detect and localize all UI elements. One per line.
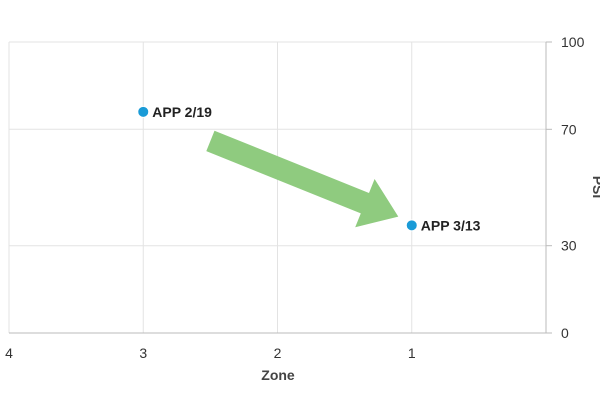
y-axis-title: PSI <box>590 176 600 199</box>
trend-arrow <box>206 130 399 228</box>
trend-arrow-annotation <box>206 130 399 228</box>
y-tick-label: 30 <box>561 238 577 254</box>
x-tick-label: 2 <box>274 345 282 361</box>
data-points: APP 2/19 APP 3/13 <box>137 104 481 233</box>
data-point-label: APP 2/19 <box>152 104 212 120</box>
data-point <box>137 105 150 118</box>
axis-labels: 4 3 2 1 0 30 70 100 <box>5 34 584 361</box>
y-tick-label: 100 <box>561 34 585 50</box>
y-tick-label: 70 <box>561 121 577 137</box>
x-tick-label: 4 <box>5 345 13 361</box>
x-tick-label: 3 <box>139 345 147 361</box>
axes <box>9 41 552 334</box>
grid-lines <box>8 41 546 333</box>
data-point <box>405 219 418 232</box>
data-point-label: APP 3/13 <box>421 217 481 233</box>
x-axis-title: Zone <box>261 367 295 383</box>
y-tick-label: 0 <box>561 325 569 341</box>
x-tick-label: 1 <box>408 345 416 361</box>
